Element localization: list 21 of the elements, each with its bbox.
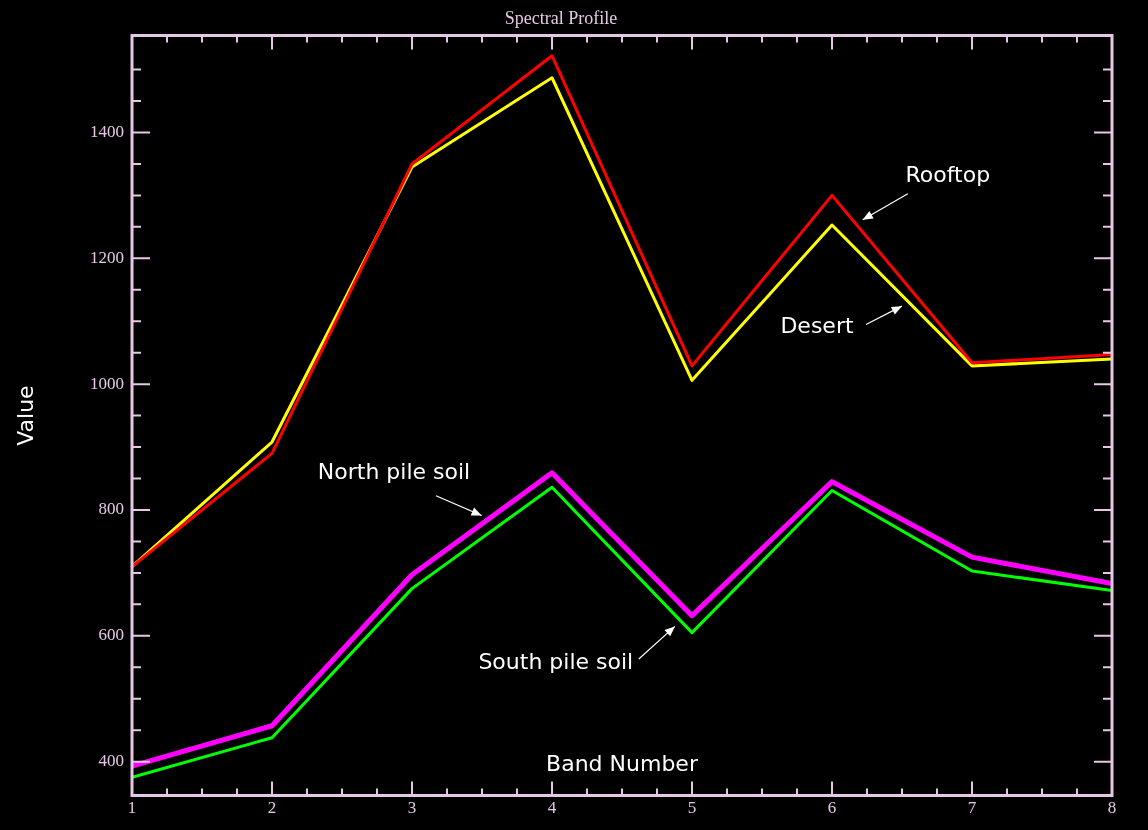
y-axis-title: Value	[12, 385, 38, 446]
x-tick-label: 2	[267, 798, 277, 818]
x-axis-title: Band Number	[546, 751, 699, 777]
x-tick-label: 4	[547, 798, 557, 818]
series-label: Desert	[780, 313, 854, 339]
chart-title: Spectral Profile	[504, 7, 618, 28]
x-tick-label: 5	[687, 798, 697, 818]
y-tick-label: 1000	[90, 373, 124, 393]
y-tick-label: 600	[98, 625, 124, 645]
y-tick-label: 1200	[90, 247, 124, 267]
x-tick-label: 6	[827, 798, 837, 818]
text: South pile soil	[478, 648, 634, 674]
x-tick-label: 8	[1107, 798, 1117, 818]
x-tick-label: 1	[127, 798, 137, 818]
text: Rooftop	[905, 161, 991, 187]
y-tick-label: 800	[98, 499, 124, 519]
y-tick-label: 1400	[90, 121, 124, 141]
x-tick-label: 3	[407, 798, 417, 818]
x-tick-label: 7	[967, 798, 977, 818]
series-label: North pile soil	[317, 459, 471, 485]
y-tick-label: 400	[98, 751, 124, 771]
